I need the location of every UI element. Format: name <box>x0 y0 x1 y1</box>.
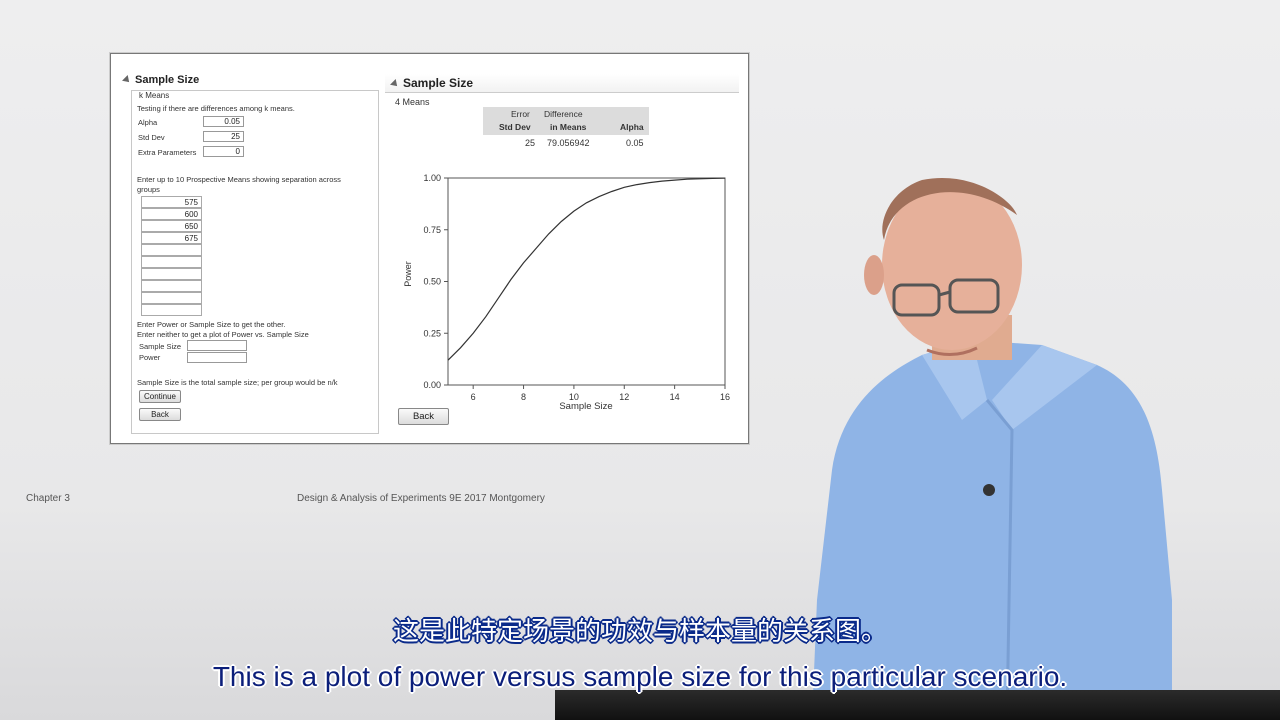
subtitle-english: This is a plot of power versus sample si… <box>212 661 1068 692</box>
disclosure-triangle-icon[interactable] <box>390 78 400 89</box>
k-means-outline-box <box>131 90 379 434</box>
x-tick-label: 14 <box>670 392 680 402</box>
x-tick-label: 6 <box>471 392 476 402</box>
sample-size-label: Sample Size <box>139 342 182 351</box>
y-tick-label: 0.75 <box>423 225 441 235</box>
alpha-label: Alpha <box>138 118 158 127</box>
slide-footer-chapter: Chapter 3 <box>26 493 70 504</box>
power-prompt-cont: Enter neither to get a plot of Power vs.… <box>137 330 309 339</box>
mean-field[interactable] <box>141 268 202 280</box>
disclosure-triangle-icon[interactable] <box>122 75 132 86</box>
right-panel-header-bar <box>385 74 739 93</box>
table-header-alpha: Alpha <box>620 122 644 132</box>
right-panel: Sample Size 4 Means Error Std Dev Differ… <box>385 72 743 434</box>
podium <box>555 690 1280 720</box>
subtitle-chinese: 这是此特定场景的功效与样本量的关系图。 <box>392 617 887 647</box>
mean-field[interactable]: 675 <box>141 232 202 244</box>
y-axis-label: Power <box>403 261 413 287</box>
right-panel-title[interactable]: Sample Size <box>390 76 473 90</box>
presenter-figure <box>812 178 1172 720</box>
sample-size-field[interactable] <box>187 340 247 351</box>
left-panel: Sample Size k Means Testing if there are… <box>117 72 477 434</box>
y-tick-label: 0.25 <box>423 328 441 338</box>
slide-footer-title: Design & Analysis of Experiments 9E 2017… <box>297 493 545 504</box>
mean-field[interactable] <box>141 244 202 256</box>
mean-field[interactable]: 600 <box>141 208 202 220</box>
means-prompt: Enter up to 10 Prospective Means showing… <box>137 175 341 184</box>
y-tick-label: 1.00 <box>423 173 441 183</box>
mean-field[interactable] <box>141 292 202 304</box>
continue-button[interactable]: Continue <box>139 390 181 403</box>
x-tick-label: 10 <box>569 392 579 402</box>
plot-frame <box>447 177 726 386</box>
means-prompt-cont: groups <box>137 185 160 194</box>
mean-field[interactable] <box>141 280 202 292</box>
extra-parameters-field[interactable]: 0 <box>203 146 244 157</box>
table-header-error: Error <box>511 109 530 119</box>
table-cell-alpha: 0.05 <box>626 138 644 148</box>
y-tick-label: 0.00 <box>423 380 441 390</box>
table-header-difference: Difference <box>544 109 583 119</box>
mean-field[interactable] <box>141 256 202 268</box>
power-label: Power <box>139 353 161 362</box>
power-field[interactable] <box>187 352 247 363</box>
means-count-label: 4 Means <box>395 97 430 107</box>
table-header-std-dev: Std Dev <box>499 122 531 132</box>
left-panel-title[interactable]: Sample Size <box>122 74 199 86</box>
x-tick-label: 16 <box>720 392 730 402</box>
extra-parameters-label: Extra Parameters <box>138 148 197 157</box>
table-cell-difference: 79.056942 <box>547 138 590 148</box>
power-prompt: Enter Power or Sample Size to get the ot… <box>137 320 286 329</box>
k-means-label: k Means <box>137 91 172 100</box>
mean-field[interactable]: 575 <box>141 196 202 208</box>
y-tick-label: 0.50 <box>423 277 441 287</box>
back-button[interactable]: Back <box>139 408 181 421</box>
table-header-in-means: in Means <box>550 122 587 132</box>
jmp-sample-size-window: Sample Size k Means Testing if there are… <box>110 53 749 444</box>
x-tick-label: 8 <box>521 392 526 402</box>
mean-field[interactable] <box>141 304 202 316</box>
alpha-field[interactable]: 0.05 <box>203 116 244 127</box>
power-vs-sample-size-chart: Power Sample Size 0.00 0.25 0.50 0.75 1.00 6 8… <box>403 173 730 412</box>
x-axis-label: Sample Size <box>559 401 612 412</box>
results-table-header <box>483 107 649 135</box>
std-dev-field[interactable]: 25 <box>203 131 244 142</box>
table-cell-std-dev: 25 <box>525 138 536 148</box>
mean-field[interactable]: 650 <box>141 220 202 232</box>
sample-size-note: Sample Size is the total sample size; pe… <box>137 378 338 387</box>
std-dev-label: Std Dev <box>138 133 165 142</box>
x-tick-label: 12 <box>619 392 629 402</box>
back-button[interactable]: Back <box>398 408 449 425</box>
description-text: Testing if there are differences among k… <box>137 104 295 113</box>
power-curve-line <box>447 177 726 361</box>
